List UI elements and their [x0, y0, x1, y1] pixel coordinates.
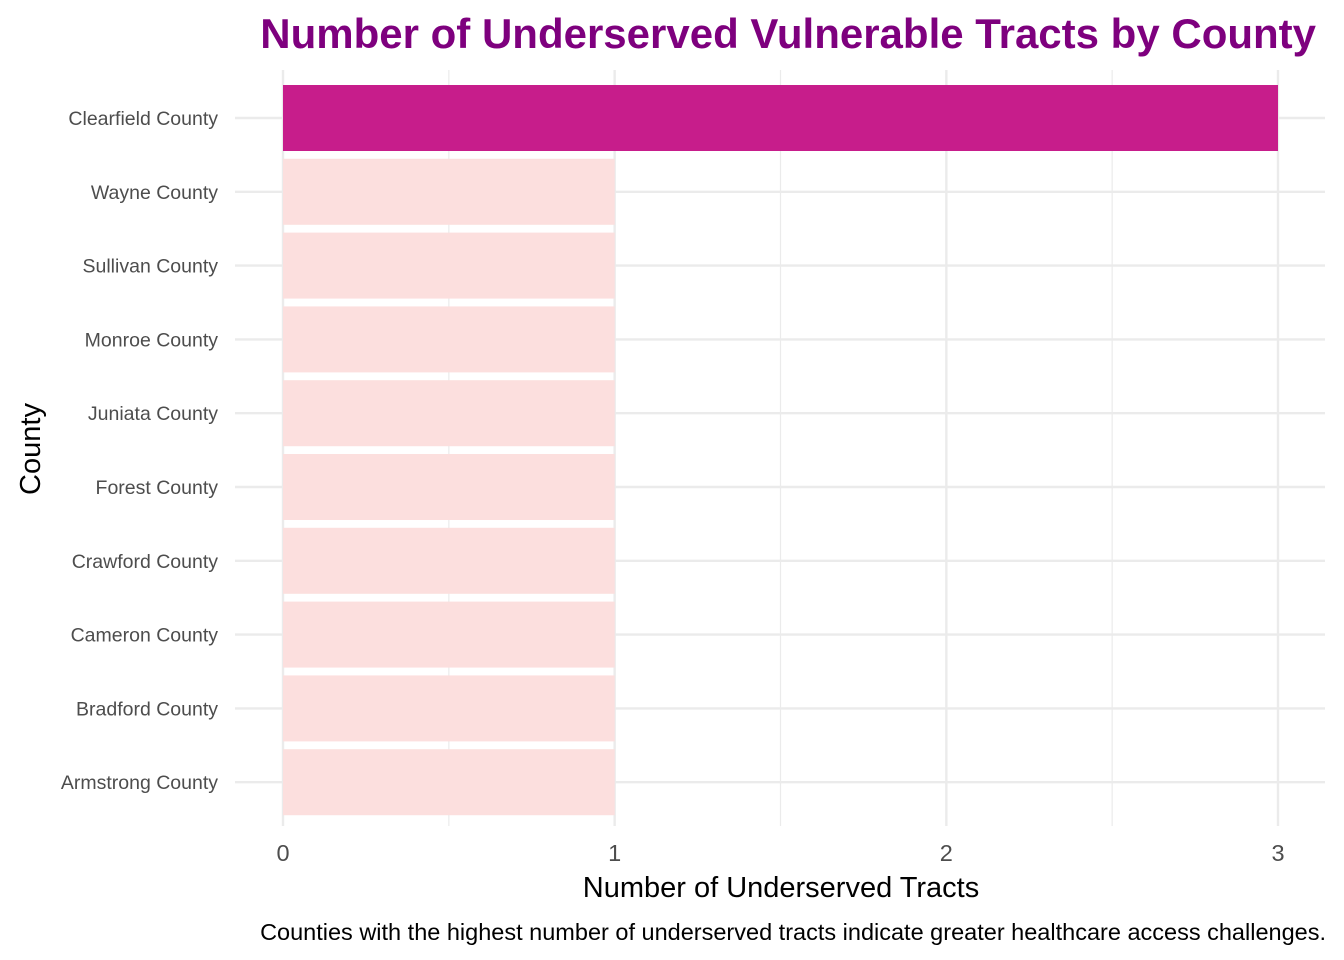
bar-sullivan-county [283, 232, 615, 299]
y-tick-label: Forest County [96, 477, 219, 499]
chart-title: Number of Underserved Vulnerable Tracts … [260, 10, 1316, 57]
label-layer: Clearfield County Wayne County Sullivan Co… [61, 108, 1285, 866]
bar-clearfield-county [283, 85, 1278, 151]
y-tick-label: Bradford County [76, 698, 218, 720]
y-tick-label: Clearfield County [68, 108, 218, 130]
y-tick-label: Crawford County [72, 551, 219, 573]
chart-caption: Counties with the highest number of unde… [260, 919, 1326, 945]
y-tick-label: Monroe County [85, 329, 219, 351]
bar-crawford-county [283, 527, 615, 594]
bar-layer [283, 85, 1278, 816]
y-tick-label: Juniata County [88, 403, 218, 425]
y-tick-label: Sullivan County [83, 256, 219, 278]
x-tick-label: 0 [276, 840, 289, 866]
bar-forest-county [283, 454, 615, 520]
bar-juniata-county [283, 380, 615, 447]
x-tick-label: 1 [608, 840, 621, 866]
bar-armstrong-county [283, 749, 615, 816]
y-tick-label: Armstrong County [61, 772, 218, 794]
x-tick-label: 2 [940, 840, 953, 866]
bar-monroe-county [283, 306, 615, 373]
x-tick-label: 3 [1271, 840, 1284, 866]
y-axis-title: County [15, 403, 47, 495]
bar-bradford-county [283, 675, 615, 742]
bar-wayne-county [283, 158, 615, 225]
y-tick-label: Cameron County [71, 625, 219, 647]
bar-cameron-county [283, 601, 615, 668]
y-tick-label: Wayne County [91, 182, 218, 204]
x-axis-title: Number of Underserved Tracts [583, 872, 979, 904]
